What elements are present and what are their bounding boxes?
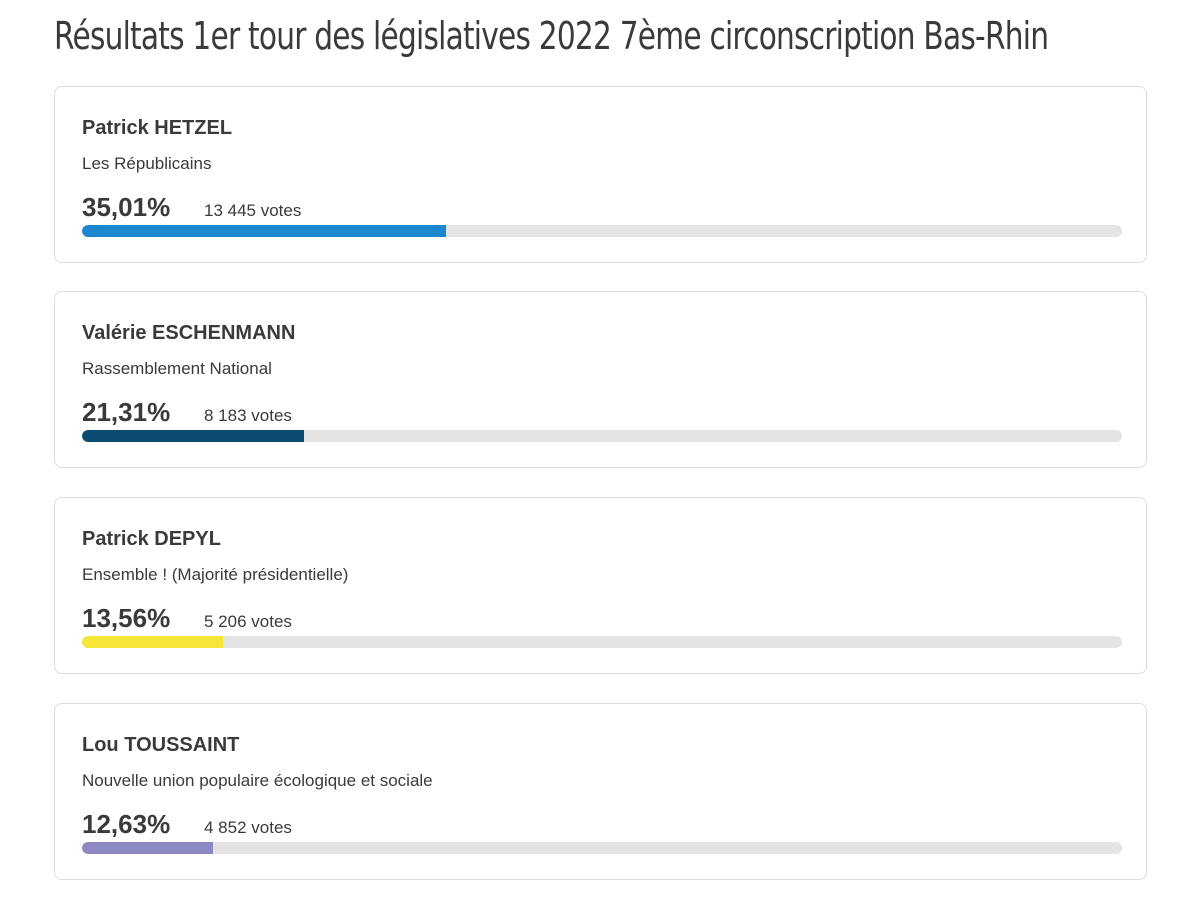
candidate-percent: 35,01% xyxy=(82,192,171,222)
result-bar-track xyxy=(82,636,1122,648)
candidate-percent: 13,56% xyxy=(82,603,171,633)
candidate-votes: 8 183 votes xyxy=(204,406,292,425)
candidate-card: Patrick HETZEL Les Républicains 35,01% 1… xyxy=(54,86,1147,263)
result-bar-track xyxy=(82,225,1122,237)
candidate-name: Patrick HETZEL xyxy=(82,117,233,139)
candidate-party: Les Républicains xyxy=(82,154,212,173)
candidate-name: Lou TOUSSAINT xyxy=(82,734,240,756)
candidate-party: Rassemblement National xyxy=(82,359,272,378)
candidate-party: Ensemble ! (Majorité présidentielle) xyxy=(82,565,349,584)
candidate-percent: 21,31% xyxy=(82,397,171,427)
result-bar-track xyxy=(82,430,1122,442)
candidate-votes: 4 852 votes xyxy=(204,818,292,837)
result-bar xyxy=(82,430,304,442)
result-bar xyxy=(82,225,447,237)
result-bar xyxy=(82,842,214,854)
candidate-votes: 13 445 votes xyxy=(204,201,302,220)
candidate-name: Valérie ESCHENMANN xyxy=(82,322,296,344)
page-title: Résultats 1er tour des législatives 2022… xyxy=(54,14,1049,58)
candidate-card: Lou TOUSSAINT Nouvelle union populaire é… xyxy=(54,703,1147,880)
candidate-party: Nouvelle union populaire écologique et s… xyxy=(82,771,433,790)
candidate-card: Valérie ESCHENMANN Rassemblement Nationa… xyxy=(54,291,1147,468)
result-bar-track xyxy=(82,842,1122,854)
candidate-name: Patrick DEPYL xyxy=(82,528,221,550)
candidate-card: Patrick DEPYL Ensemble ! (Majorité prési… xyxy=(54,497,1147,674)
result-bar xyxy=(82,636,224,648)
candidate-votes: 5 206 votes xyxy=(204,612,292,631)
candidate-percent: 12,63% xyxy=(82,809,171,839)
